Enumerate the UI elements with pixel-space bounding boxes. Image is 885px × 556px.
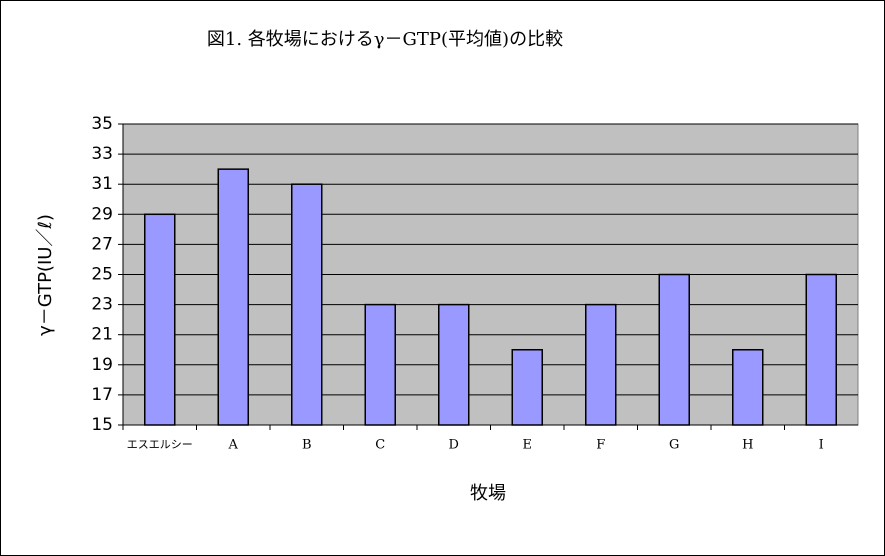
y-axis-label: γ－GTP(IU／ℓ) [35, 214, 56, 336]
y-tick-label: 31 [91, 174, 113, 194]
x-tick-label: B [302, 438, 312, 453]
chart-title: 図1. 各牧場におけるγ－GTP(平均値)の比較 [207, 29, 563, 50]
y-tick-label: 25 [91, 265, 113, 285]
bar [291, 183, 323, 426]
y-tick-label: 29 [91, 204, 113, 224]
x-tick-label: エスエルシー [127, 438, 193, 451]
y-tick-label: 23 [91, 295, 113, 315]
x-tick-label: A [228, 438, 239, 453]
x-tick-label: E [523, 438, 533, 453]
bar [364, 303, 396, 426]
bar [438, 303, 470, 426]
y-tick-label: 15 [91, 415, 113, 435]
bar [732, 349, 764, 426]
x-tick-label: I [819, 438, 824, 453]
y-tick-label: 33 [91, 144, 113, 164]
y-tick-label: 35 [91, 114, 113, 134]
y-tick-label: 27 [91, 234, 113, 254]
bar [805, 273, 837, 426]
x-tick-label: C [375, 438, 385, 453]
bar [585, 303, 617, 426]
y-tick-label: 17 [91, 385, 113, 405]
x-tick-label: D [449, 438, 459, 453]
x-axis-label: 牧場 [470, 483, 506, 504]
bar [658, 273, 690, 426]
x-tick-label: G [669, 438, 679, 453]
bar [511, 349, 543, 426]
bar [217, 168, 249, 426]
x-tick-label: F [596, 438, 605, 453]
x-tick-label: H [742, 438, 753, 453]
y-tick-label: 21 [91, 325, 113, 345]
bar [144, 213, 176, 426]
y-tick-label: 19 [91, 355, 113, 375]
